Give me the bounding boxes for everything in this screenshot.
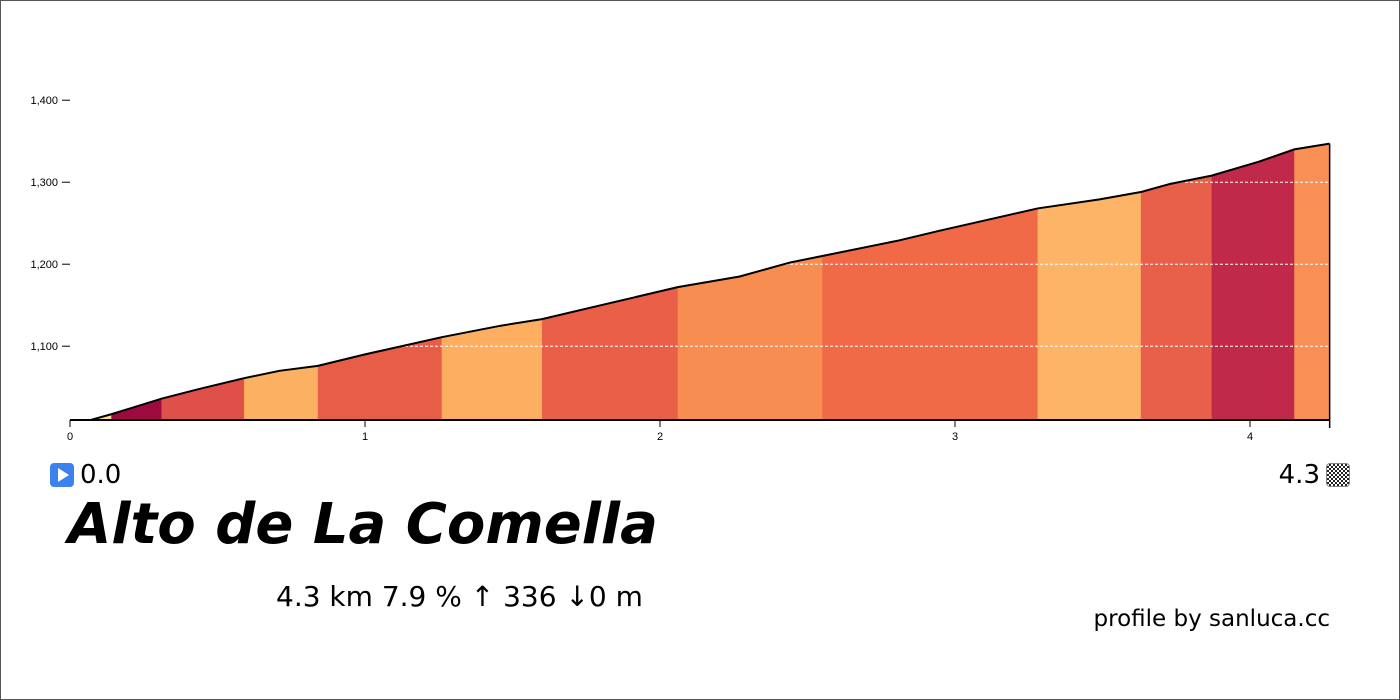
y-tick-label: 1,100	[30, 341, 58, 353]
start-distance: 0.0	[80, 460, 122, 490]
x-tick-label: 2	[657, 431, 663, 443]
play-icon	[50, 463, 74, 487]
gradient-segment-5	[441, 143, 543, 420]
gradient-segment-3	[244, 143, 319, 420]
checkered-flag-icon	[1326, 463, 1350, 487]
gradient-segment-1	[111, 143, 162, 420]
end-marker: 4.3	[1279, 460, 1350, 490]
climb-title: Alto de La Comella	[68, 492, 658, 557]
gradient-segment-8	[822, 143, 1039, 420]
y-tick-label: 1,300	[30, 177, 58, 189]
x-tick-label: 1	[362, 431, 368, 443]
x-tick-label: 0	[67, 431, 73, 443]
x-tick-label: 4	[1247, 431, 1253, 443]
gradient-segment-0	[70, 143, 112, 420]
gradient-segment-10	[1140, 143, 1213, 420]
gradient-segment-9	[1037, 143, 1142, 420]
start-marker: 0.0	[50, 460, 121, 490]
elevation-chart: 1,100 1,200 1,300 1,400 0 1 2 3 4	[30, 95, 1331, 443]
gradient-segment-4	[317, 143, 443, 420]
y-tick-label: 1,200	[30, 259, 58, 271]
credit: profile by sanluca.cc	[1093, 606, 1330, 632]
x-tick-label: 3	[952, 431, 958, 443]
gradient-segment-2	[161, 143, 245, 420]
end-distance: 4.3	[1278, 460, 1320, 490]
y-tick-label: 1,400	[30, 95, 58, 107]
profile-line	[70, 142, 1330, 421]
climb-stats: 4.3 km 7.9 % ↑ 336 ↓0 m	[276, 580, 643, 613]
gradient-segment-11	[1211, 143, 1295, 420]
gradient-segment-12	[1294, 143, 1330, 420]
gradient-segment-6	[542, 143, 679, 420]
